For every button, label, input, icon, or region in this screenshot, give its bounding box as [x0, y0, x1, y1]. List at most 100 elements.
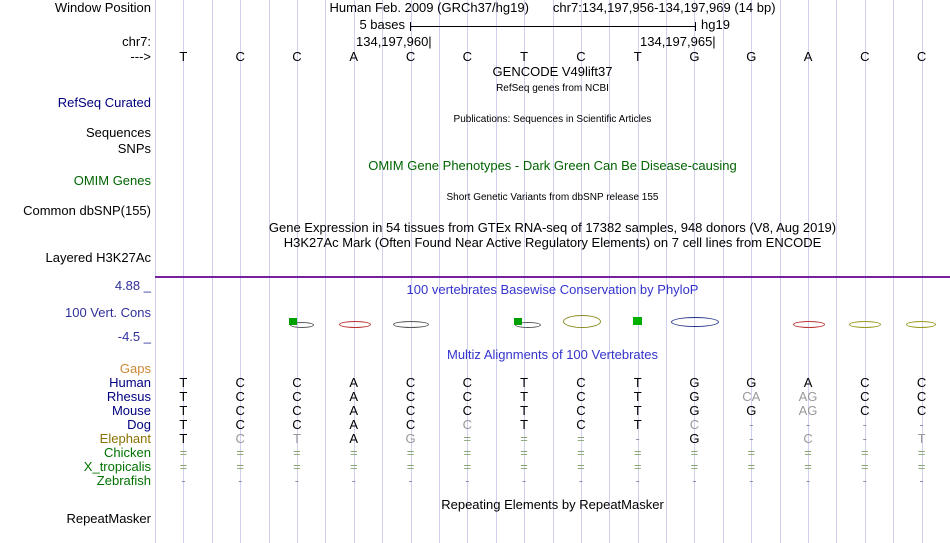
- ruler-base: T: [179, 49, 188, 64]
- ruler-base: C: [916, 49, 927, 64]
- species-label-human[interactable]: Human: [109, 375, 151, 390]
- alignment-cell-zebrafish: -: [521, 473, 527, 488]
- alignment-cell-x-tropicalis: =: [804, 459, 812, 474]
- scale-bar: [410, 22, 696, 31]
- alignment-cell-chicken: =: [463, 445, 472, 460]
- track-label-100-vert-cons[interactable]: 100 Vert. Cons: [65, 305, 151, 320]
- alignment-cell-dog: C: [292, 417, 302, 432]
- alignment-cell-x-tropicalis: =: [406, 459, 415, 474]
- track-label-repeatmasker[interactable]: RepeatMasker: [66, 511, 151, 526]
- alignment-cell-dog: T: [520, 417, 529, 432]
- track-label-snps[interactable]: SNPs: [117, 141, 151, 156]
- track-label-refseq-curated[interactable]: RefSeq Curated: [57, 95, 151, 110]
- coordinate-tick-left: 134,197,960|: [356, 34, 432, 49]
- alignment-cell-x-tropicalis: =: [463, 459, 472, 474]
- scale-ruler-label: 5 bases: [359, 17, 405, 32]
- species-label-dog[interactable]: Dog: [127, 417, 151, 432]
- track-label-sequences[interactable]: Sequences: [85, 125, 151, 140]
- track-label-common-dbsnp[interactable]: Common dbSNP(155): [23, 203, 151, 218]
- alignment-cell-chicken: =: [690, 445, 699, 460]
- phylop-mark: [290, 322, 314, 328]
- track-subtitle-refseq[interactable]: RefSeq genes from NCBI: [496, 83, 609, 94]
- grid-line: [808, 0, 810, 543]
- alignment-cell-chicken: =: [349, 445, 358, 460]
- alignment-cell-chicken: =: [917, 445, 926, 460]
- alignment-cell-dog: -: [862, 417, 867, 432]
- species-label-mouse[interactable]: Mouse: [111, 403, 151, 418]
- alignment-cell-elephant: T: [292, 431, 301, 446]
- alignment-cell-dog: C: [689, 417, 700, 432]
- phylop-min-label: -4.5 _: [117, 329, 151, 344]
- species-label-chicken[interactable]: Chicken: [104, 445, 151, 460]
- alignment-cell-rhesus: C: [916, 389, 927, 404]
- grid-line: [552, 0, 554, 543]
- grid-line: [666, 0, 668, 543]
- alignment-cell-mouse: T: [179, 403, 188, 418]
- phylop-mark: [632, 317, 642, 325]
- alignment-cell-human: C: [405, 375, 416, 390]
- alignment-cell-mouse: C: [576, 403, 586, 418]
- track-title-multiz[interactable]: Multiz Alignments of 100 Vertebrates: [446, 347, 658, 362]
- alignment-cell-zebrafish: -: [351, 473, 356, 488]
- alignment-cell-chicken: =: [293, 445, 301, 460]
- track-label-omim-genes[interactable]: OMIM Genes: [73, 173, 151, 188]
- grid-line: [694, 0, 696, 543]
- alignment-cell-x-tropicalis: =: [293, 459, 301, 474]
- track-label-layered-h3k27ac[interactable]: Layered H3K27Ac: [45, 250, 151, 265]
- alignment-cell-dog: -: [805, 417, 811, 432]
- alignment-cell-chicken: =: [236, 445, 244, 460]
- alignment-cell-zebrafish: -: [635, 473, 640, 488]
- alignment-cell-rhesus: CA: [742, 389, 761, 404]
- track-title-h3k27ac[interactable]: H3K27Ac Mark (Often Found Near Active Re…: [283, 235, 822, 250]
- track-title-gencode[interactable]: GENCODE V49lift37: [492, 64, 613, 79]
- alignment-cell-x-tropicalis: =: [179, 459, 188, 474]
- track-title-omim[interactable]: OMIM Gene Phenotypes - Dark Green Can Be…: [368, 158, 737, 173]
- phylop-mark: [289, 318, 297, 325]
- phylop-mark: [671, 317, 719, 327]
- species-label-zebrafish[interactable]: Zebrafish: [96, 473, 151, 488]
- alignment-cell-zebrafish: -: [805, 473, 811, 488]
- phylop-mark: [393, 321, 429, 328]
- alignment-cell-zebrafish: -: [294, 473, 300, 488]
- track-title-phylop[interactable]: 100 vertebrates Basewise Conservation by…: [406, 282, 699, 297]
- alignment-cell-rhesus: G: [689, 389, 700, 404]
- alignment-cell-x-tropicalis: =: [690, 459, 699, 474]
- species-label-elephant[interactable]: Elephant: [99, 431, 151, 446]
- phylop-mark: [339, 321, 371, 328]
- grid-line: [524, 0, 526, 543]
- alignment-cell-human: T: [179, 375, 188, 390]
- track-title-gtex[interactable]: Gene Expression in 54 tissues from GTEx …: [268, 220, 837, 235]
- alignment-cell-elephant: T: [179, 431, 188, 446]
- ruler-base: G: [689, 49, 700, 64]
- ruler-base: C: [405, 49, 416, 64]
- ruler-base: T: [633, 49, 642, 64]
- alignment-cell-x-tropicalis: =: [633, 459, 642, 474]
- alignment-cell-mouse: G: [746, 403, 757, 418]
- alignment-cell-mouse: C: [860, 403, 870, 418]
- position-line: Human Feb. 2009 (GRCh37/hg19) chr7:134,19…: [155, 1, 950, 15]
- ruler-base: T: [520, 49, 529, 64]
- alignment-cell-elephant: -: [862, 431, 867, 446]
- alignment-cell-human: A: [349, 375, 359, 390]
- track-title-dbsnp[interactable]: Short Genetic Variants from dbSNP releas…: [446, 192, 659, 203]
- species-label-gaps[interactable]: Gaps: [119, 361, 151, 376]
- grid-line: [268, 0, 270, 543]
- alignment-cell-x-tropicalis: =: [917, 459, 926, 474]
- alignment-cell-mouse: T: [520, 403, 529, 418]
- track-title-publications[interactable]: Publications: Sequences in Scientific Ar…: [453, 114, 652, 125]
- grid-line: [893, 0, 895, 543]
- alignment-cell-human: T: [520, 375, 529, 390]
- alignment-cell-zebrafish: -: [181, 473, 186, 488]
- species-label-rhesus[interactable]: Rhesus: [106, 389, 151, 404]
- alignment-cell-mouse: AG: [798, 403, 818, 418]
- grid-line: [580, 0, 582, 543]
- phylop-mark: [515, 322, 541, 328]
- grid-line: [836, 0, 838, 543]
- alignment-cell-human: C: [292, 375, 302, 390]
- alignment-cell-dog: C: [462, 417, 472, 432]
- track-title-repeatmasker[interactable]: Repeating Elements by RepeatMasker: [441, 497, 664, 512]
- alignment-cell-chicken: =: [804, 445, 812, 460]
- alignment-cell-elephant: =: [577, 431, 585, 446]
- species-label-x-tropicalis[interactable]: X_tropicalis: [83, 459, 151, 474]
